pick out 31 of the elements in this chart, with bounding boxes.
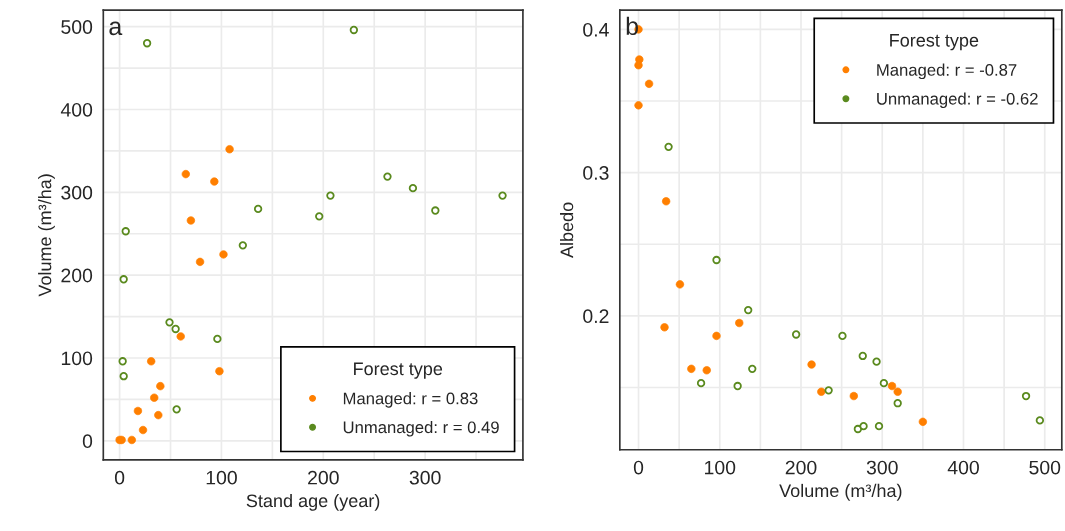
y-tick-label: 300 xyxy=(61,185,93,200)
x-tick-label: 200 xyxy=(785,460,817,475)
x-tick-label: 0 xyxy=(633,460,644,475)
annotation: a xyxy=(109,21,123,36)
x-axis-title: Volume (m³/ha) xyxy=(779,483,902,501)
y-tick-label: 500 xyxy=(61,20,93,34)
y-tick-label: 0.3 xyxy=(583,166,609,180)
y-tick-label: 400 xyxy=(60,102,93,117)
y-tick-label: 200 xyxy=(61,268,93,283)
x-tick-label: 100 xyxy=(206,470,237,485)
annotation: b xyxy=(626,16,638,36)
x-tick-label: 0 xyxy=(114,470,125,485)
legend-title: Forest type xyxy=(354,362,443,379)
legend-title: Forest type xyxy=(890,34,979,51)
y-axis-title: Albedo xyxy=(560,202,574,258)
y-tick-label: 0 xyxy=(82,434,93,449)
x-tick-label: 500 xyxy=(1029,460,1061,475)
legend-label: Unmanaged: r = 0.49 xyxy=(343,420,499,437)
legend-label: Managed: r = 0.83 xyxy=(343,392,478,408)
x-tick-label: 100 xyxy=(705,460,736,475)
x-tick-label: 300 xyxy=(866,460,898,475)
y-tick-label: 100 xyxy=(61,351,93,366)
x-tick-label: 400 xyxy=(947,460,979,475)
legend-label: Managed: r = -0.87 xyxy=(877,63,1017,80)
x-tick-label: 300 xyxy=(409,470,441,485)
x-axis-title: Stand age (year) xyxy=(246,493,380,511)
y-tick-label: 0.2 xyxy=(583,309,609,324)
y-tick-label: 0.4 xyxy=(583,22,609,37)
legend-label: Unmanaged: r = -0.62 xyxy=(877,92,1038,108)
x-tick-label: 200 xyxy=(308,470,339,485)
y-axis-title: Volume (m³/ha) xyxy=(38,174,55,297)
